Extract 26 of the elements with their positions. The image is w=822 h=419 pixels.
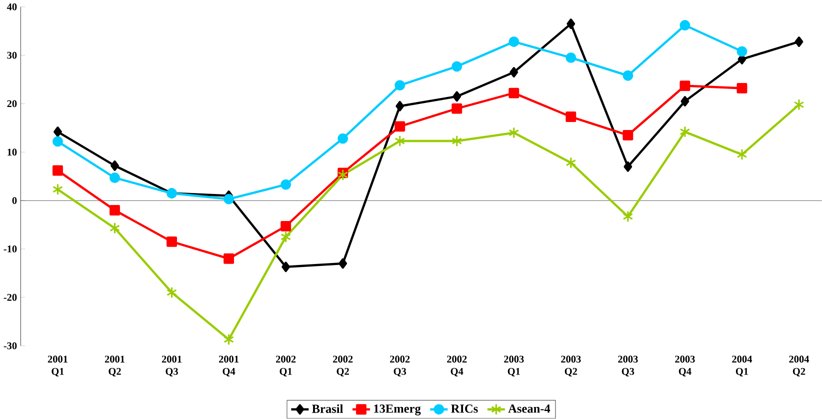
x-tick-label: 2003 Q2 bbox=[561, 356, 581, 377]
y-tick-label: -20 bbox=[4, 294, 17, 301]
y-tick-label: 40 bbox=[6, 4, 17, 10]
x-tick-label: 2003 Q4 bbox=[675, 356, 695, 377]
x-tick-label: 2001 Q3 bbox=[162, 356, 182, 377]
y-tick-label: -10 bbox=[4, 246, 17, 253]
x-tick-label: 2001 Q1 bbox=[48, 356, 68, 377]
y-tick-label: -30 bbox=[4, 342, 17, 350]
x-tick-label: 2002 Q2 bbox=[333, 356, 353, 377]
x-tick-label: 2001 Q4 bbox=[218, 356, 238, 377]
y-tick-label: 30 bbox=[7, 52, 17, 59]
legend-label: RICs bbox=[451, 404, 478, 413]
legend-label: 13Emerg bbox=[374, 404, 421, 416]
y-tick-label: 0 bbox=[12, 197, 17, 204]
x-tick-label: 2002 Q1 bbox=[276, 356, 296, 377]
x-tick-label: 2002 Q4 bbox=[447, 356, 467, 377]
x-tick-label: 2003 Q1 bbox=[504, 356, 524, 377]
y-tick-label: 10 bbox=[8, 148, 17, 156]
x-tick-label: 2004 Q2 bbox=[789, 356, 810, 377]
x-tick-label: 2004 Q1 bbox=[732, 356, 752, 377]
x-tick-label: 2003 Q3 bbox=[618, 356, 638, 377]
x-tick-label: 2002 Q3 bbox=[390, 356, 410, 377]
y-tick-label: 20 bbox=[7, 100, 17, 108]
legend-label: Brasil bbox=[312, 404, 343, 414]
legend-label: Asean-4 bbox=[508, 404, 550, 413]
x-tick-label: 2001 Q2 bbox=[104, 356, 124, 377]
